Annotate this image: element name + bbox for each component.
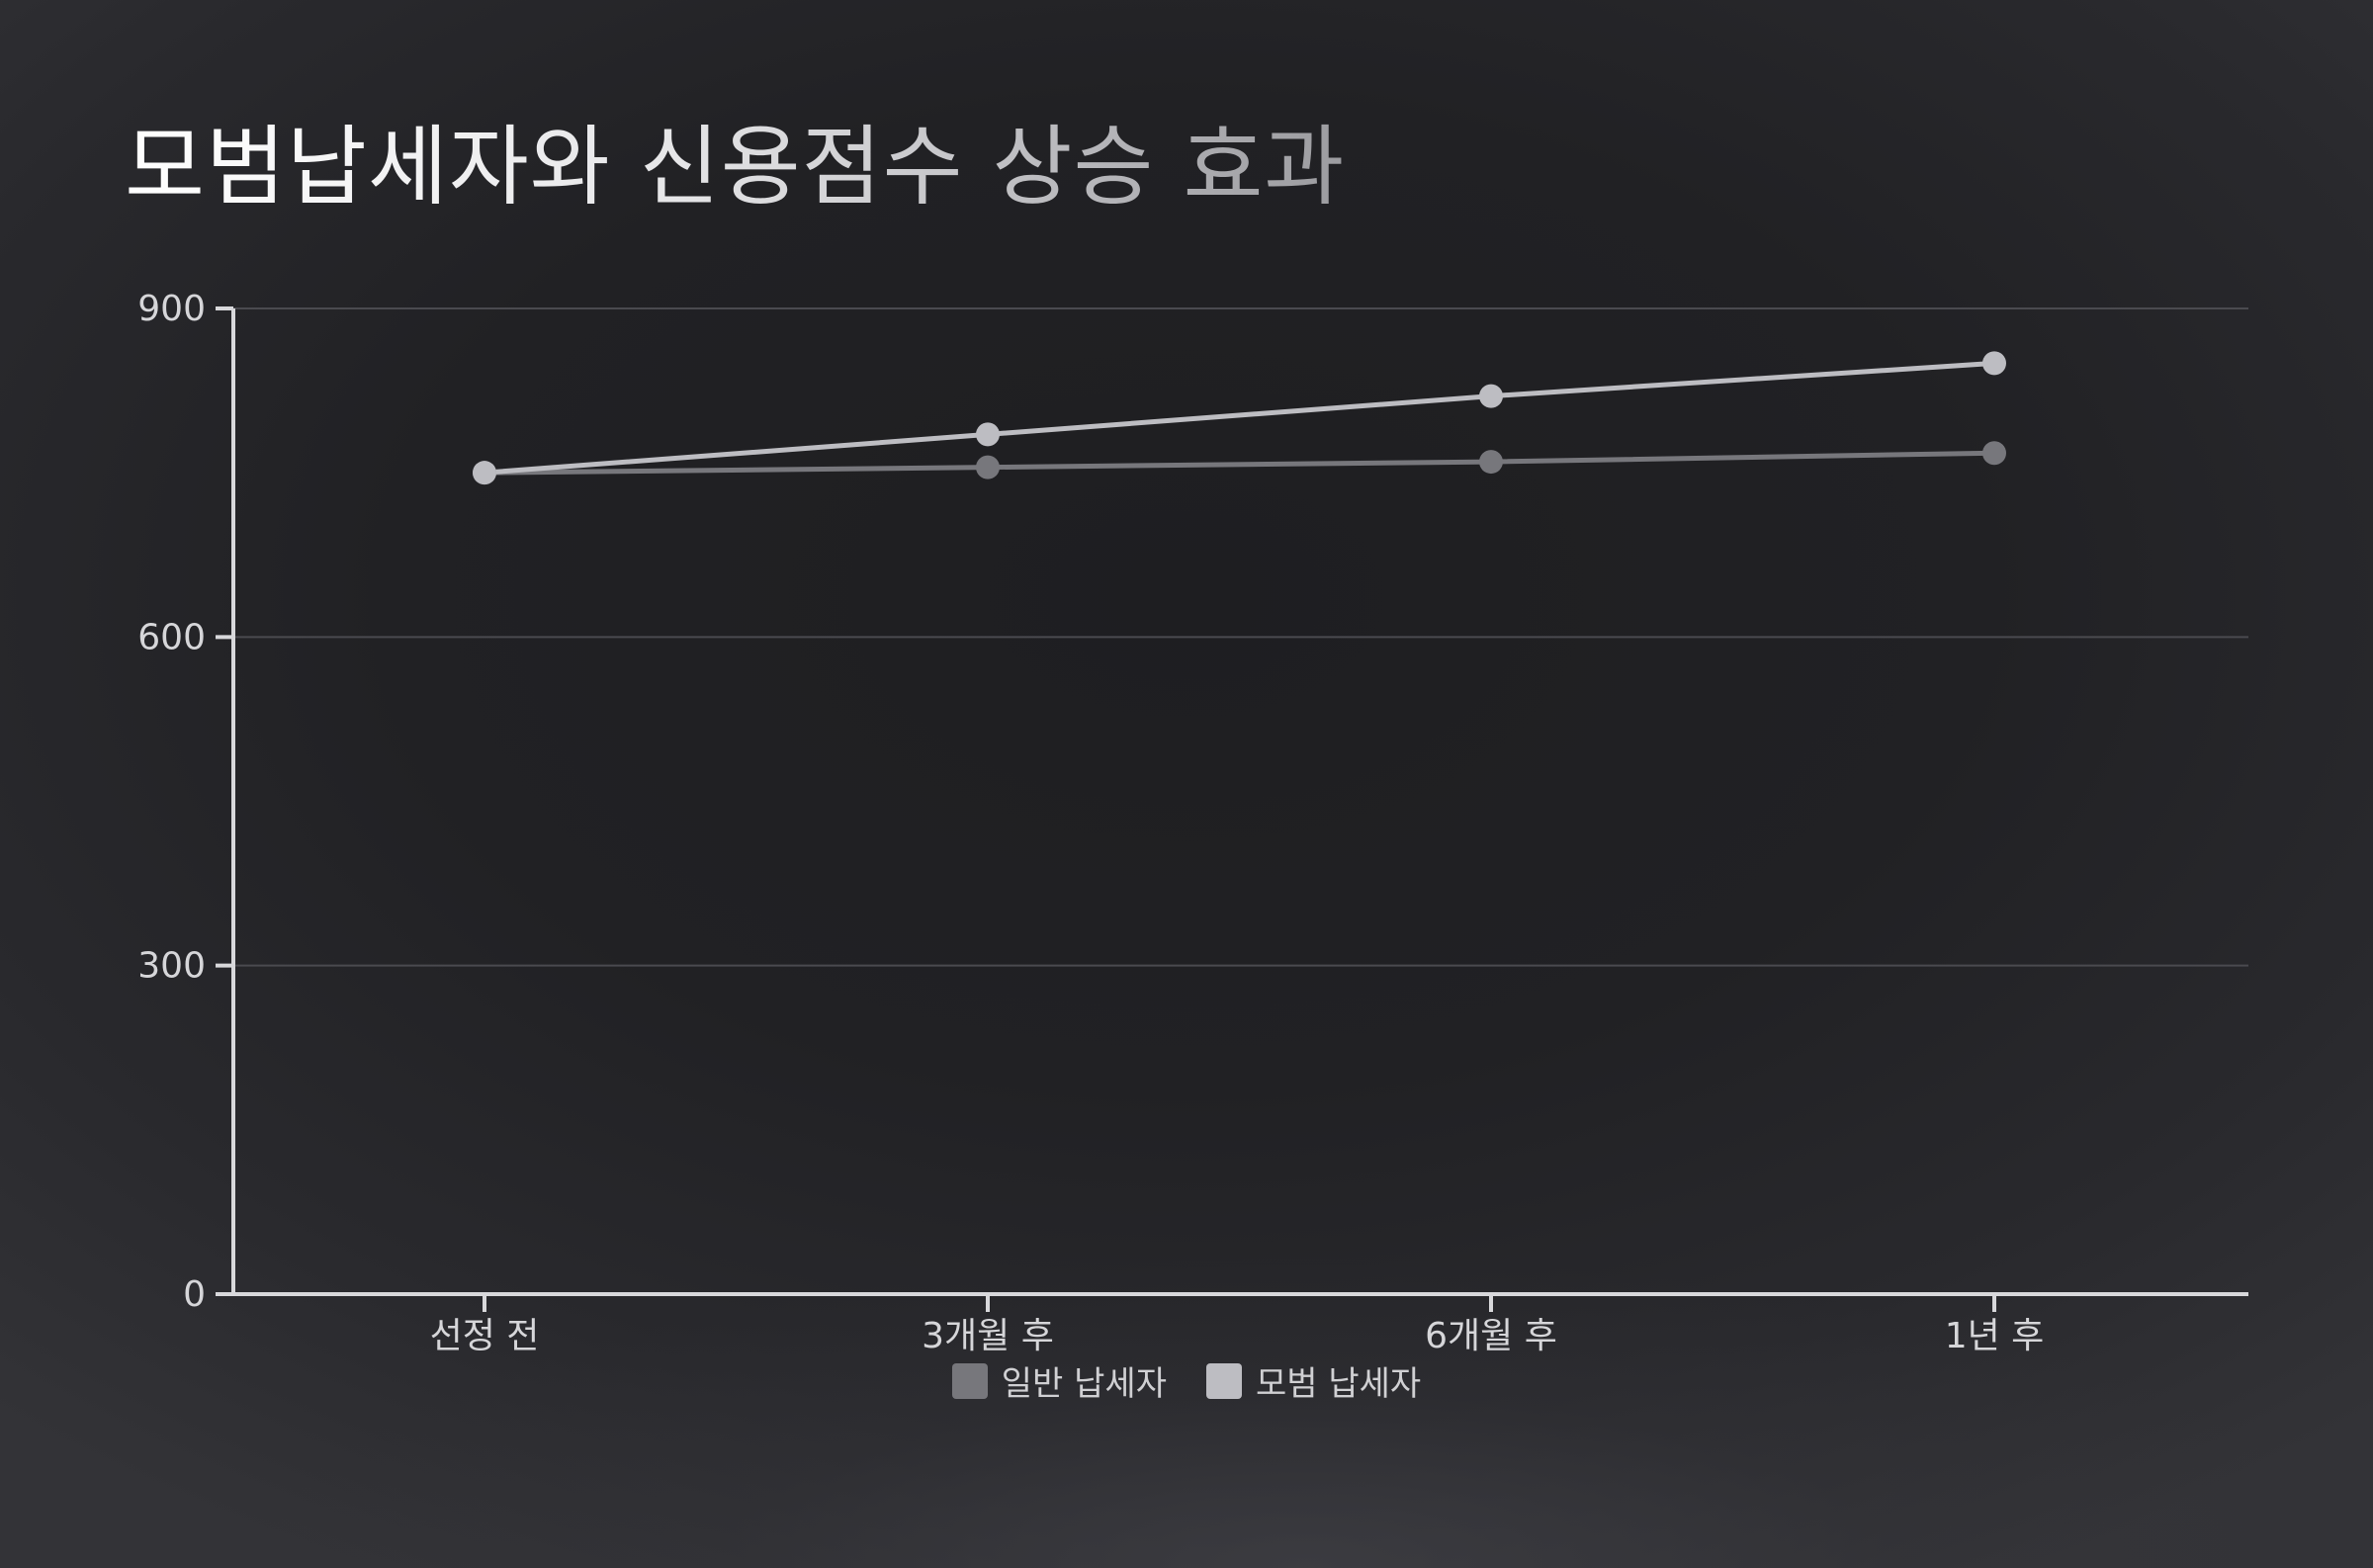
y-tick-label-900: 900 <box>137 289 206 329</box>
x-tick-label-2: 6개월 후 <box>1425 1316 1557 1356</box>
series-1-point-1 <box>976 422 1000 447</box>
legend-swatch-general <box>951 1362 988 1399</box>
series-0-point-1 <box>976 455 1000 479</box>
legend-item-general[interactable]: 일반 납세자 <box>951 1356 1167 1405</box>
series-0-point-2 <box>1479 450 1503 475</box>
legend-label-general: 일반 납세자 <box>1001 1364 1167 1404</box>
series-1-point-2 <box>1479 384 1503 408</box>
x-tick-label-1: 3개월 후 <box>922 1316 1054 1356</box>
chart-title: 모범납세자와 신용점수 상승 효과 <box>125 97 1345 222</box>
series-0-point-3 <box>1982 441 2006 466</box>
y-tick-label-0: 0 <box>183 1274 206 1315</box>
chart-legend: 일반 납세자 모범 납세자 <box>0 1356 2373 1405</box>
x-tick-label-0: 선정 전 <box>430 1316 540 1356</box>
x-tick-label-3: 1년 후 <box>1945 1316 2045 1356</box>
series-1-point-0 <box>473 461 496 485</box>
y-tick-label-300: 300 <box>137 946 206 987</box>
series-1-point-3 <box>1982 351 2006 376</box>
legend-label-model: 모범 납세자 <box>1256 1364 1422 1404</box>
y-tick-label-600: 600 <box>137 617 206 657</box>
legend-item-model[interactable]: 모범 납세자 <box>1206 1356 1421 1405</box>
series-line-0 <box>482 450 1997 476</box>
legend-swatch-model <box>1206 1362 1242 1399</box>
series-line-1 <box>482 360 1997 476</box>
